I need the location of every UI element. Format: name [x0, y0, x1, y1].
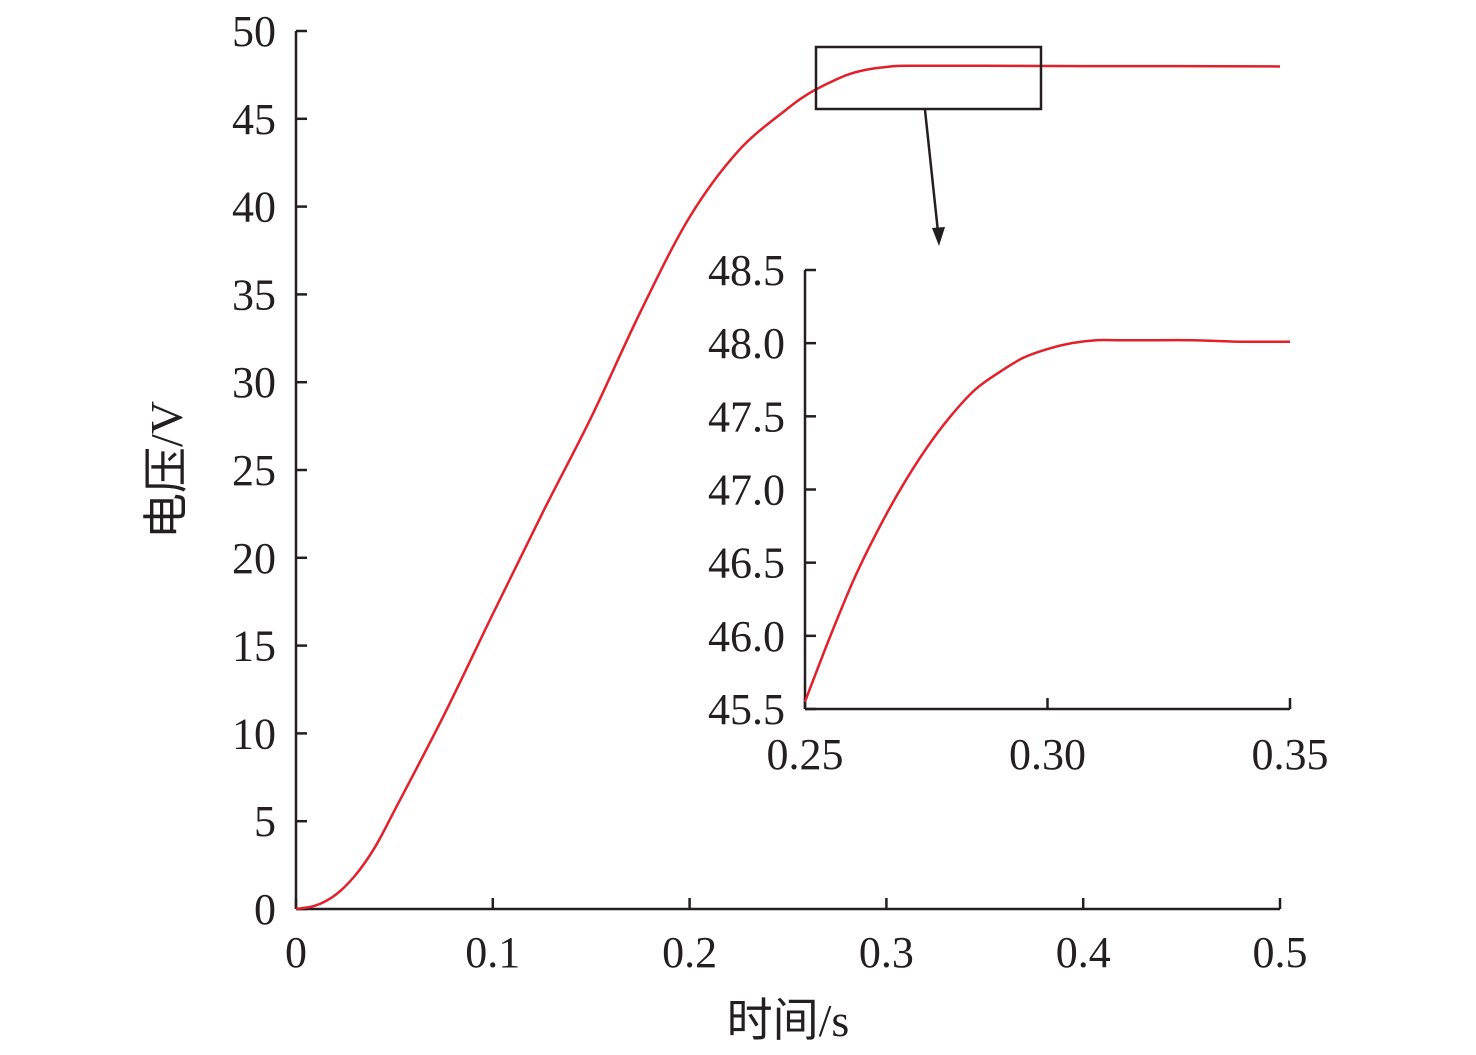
inset-voltage-line — [803, 338, 1291, 703]
y-tick-label: 46.5 — [708, 539, 785, 588]
x-tick-label: 0.30 — [1009, 730, 1086, 779]
x-tick-label: 0.1 — [465, 928, 520, 977]
inset-axes: 0.25 0.30 0.35 45.5 46.0 46.5 47.0 47.5 48.0 48.5 — [708, 246, 1329, 779]
x-axis-title: 时间/s — [727, 995, 850, 1046]
zoom-box — [814, 45, 1043, 111]
main-axes: 0 0.1 0.2 0.3 0.4 0.5 0 5 10 15 20 25 30 35 40 45 50 — [232, 7, 1308, 977]
y-tick-label: 35 — [232, 270, 276, 319]
y-tick-label: 47.0 — [708, 466, 785, 515]
x-tick-label: 0.25 — [767, 730, 844, 779]
y-axis-title: 电压/V — [141, 401, 192, 539]
x-tick-label: 0 — [285, 928, 307, 977]
y-tick-label: 0 — [254, 885, 276, 934]
y-tick-label: 46.0 — [708, 612, 785, 661]
y-tick-label: 50 — [232, 7, 276, 56]
x-tick-label: 0.5 — [1253, 928, 1308, 977]
x-tick-label: 0.2 — [662, 928, 717, 977]
y-tick-label: 47.5 — [708, 392, 785, 441]
y-tick-label: 25 — [232, 446, 276, 495]
y-tick-label: 40 — [232, 183, 276, 232]
y-tick-label: 48.5 — [708, 246, 785, 295]
y-tick-label: 30 — [232, 358, 276, 407]
x-tick-label: 0.35 — [1252, 730, 1329, 779]
y-tick-label: 48.0 — [708, 319, 785, 368]
y-tick-label: 15 — [232, 622, 276, 671]
x-tick-label: 0.4 — [1056, 928, 1111, 977]
y-tick-label: 20 — [232, 534, 276, 583]
main-voltage-line — [295, 64, 1281, 911]
y-tick-label: 10 — [232, 709, 276, 758]
y-tick-label: 5 — [254, 797, 276, 846]
y-tick-label: 45 — [232, 95, 276, 144]
zoom-arrow — [923, 109, 945, 246]
x-tick-label: 0.3 — [859, 928, 914, 977]
y-tick-label: 45.5 — [708, 685, 785, 734]
